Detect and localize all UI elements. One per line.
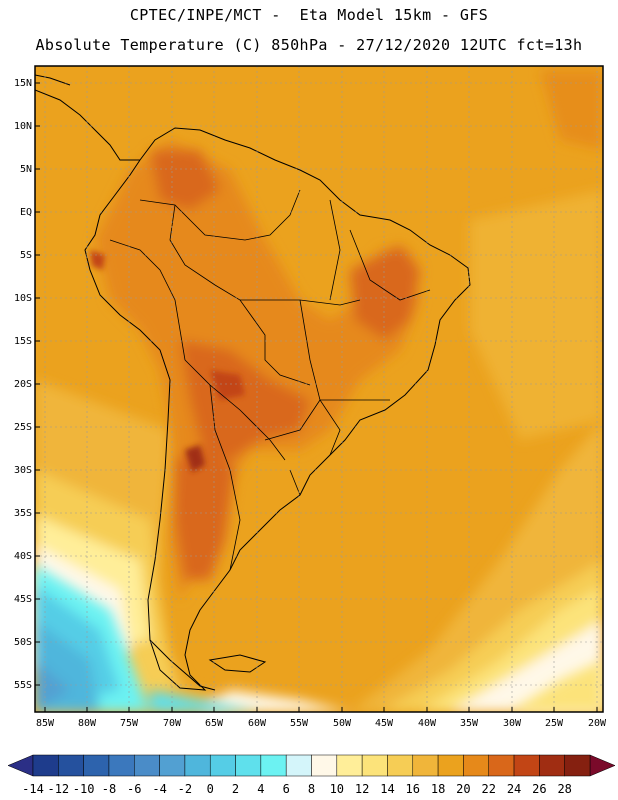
lat-label: 15S <box>14 336 32 347</box>
lat-label: 45S <box>14 594 32 605</box>
colorbar-label: 22 <box>482 782 496 796</box>
colorbar-swatch <box>134 754 160 777</box>
colorbar-swatch <box>564 754 591 777</box>
lon-label: 85W <box>36 718 55 729</box>
lat-label: 5N <box>20 164 32 175</box>
colorbar-label: -12 <box>47 782 69 796</box>
map-title: CPTEC/INPE/MCT - Eta Model 15km - GFS <box>129 6 489 24</box>
map-subtitle: Absolute Temperature (C) 850hPa - 27/12/… <box>35 36 583 54</box>
colorbar-label: 28 <box>557 782 571 796</box>
colorbar-swatch <box>463 754 489 777</box>
lat-label: 30S <box>14 465 32 476</box>
colorbar-label: 12 <box>355 782 369 796</box>
colorbar-label: -10 <box>73 782 95 796</box>
axis-ticks <box>35 82 598 712</box>
colorbar-high-arrow <box>589 754 616 777</box>
coastline <box>35 74 471 691</box>
colorbar-label: 14 <box>380 782 394 796</box>
colorbar-swatch <box>285 754 312 777</box>
colorbar-label: -6 <box>127 782 141 796</box>
lon-label: 75W <box>120 718 139 729</box>
lon-label: 60W <box>248 718 267 729</box>
colorbar-swatch <box>108 754 135 777</box>
colorbar-label: 26 <box>532 782 546 796</box>
colorbar-label: -8 <box>102 782 116 796</box>
colorbar-swatch <box>361 754 388 777</box>
lat-label: 55S <box>14 680 32 691</box>
colorbar-swatch <box>83 754 110 777</box>
colorbar-swatch <box>209 754 236 777</box>
colorbar-swatch <box>488 754 515 777</box>
lat-label: 20S <box>14 379 32 390</box>
colorbar-swatch <box>539 754 565 777</box>
colorbar-low-arrow <box>7 754 34 777</box>
temperature-field <box>35 66 603 712</box>
lon-label: 55W <box>290 718 309 729</box>
colorbar-swatch <box>513 754 540 777</box>
colorbar-label: 10 <box>330 782 344 796</box>
colorbar-swatch <box>311 754 338 777</box>
colorbar-swatch <box>412 754 439 777</box>
colorbar-swatch <box>159 754 186 777</box>
colorbar-swatch <box>387 754 414 777</box>
lon-label: 35W <box>460 718 479 729</box>
colorbar-label: 16 <box>406 782 420 796</box>
colorbar-swatch <box>58 754 84 777</box>
colorbar-label: 0 <box>207 782 214 796</box>
lon-label: 20W <box>588 718 607 729</box>
colorbar-label: 20 <box>456 782 470 796</box>
lon-label: 30W <box>503 718 522 729</box>
lat-label: 10S <box>14 293 32 304</box>
lon-label: 65W <box>205 718 224 729</box>
lat-label: 40S <box>14 551 32 562</box>
lat-label: EQ <box>20 207 32 218</box>
lat-label: 50S <box>14 637 32 648</box>
colorbar-label: 18 <box>431 782 445 796</box>
lon-label: 25W <box>545 718 564 729</box>
colorbar-label: 2 <box>232 782 239 796</box>
lon-label: 70W <box>163 718 182 729</box>
country-borders <box>109 189 431 571</box>
lon-label: 50W <box>333 718 352 729</box>
lat-label: 10N <box>14 121 32 132</box>
colorbar-swatch <box>336 754 363 777</box>
lon-label: 45W <box>375 718 394 729</box>
lon-label: 80W <box>78 718 97 729</box>
colorbar-swatch <box>184 754 211 777</box>
colorbar-label: 6 <box>283 782 290 796</box>
colorbar-swatch <box>235 754 262 777</box>
colorbar-label: -4 <box>152 782 166 796</box>
colorbar: -14 -12 -10 -8 -6 -4 -2 0 2 4 6 8 10 12 14 16 18 20 22 24 26… <box>7 754 616 796</box>
lat-label: 5S <box>20 250 32 261</box>
colorbar-swatch <box>260 754 287 777</box>
colorbar-label: 24 <box>507 782 521 796</box>
colorbar-swatch <box>32 754 59 777</box>
lat-label: 25S <box>14 422 32 433</box>
lon-label: 40W <box>418 718 437 729</box>
lat-label: 15N <box>14 78 32 89</box>
colorbar-label: 8 <box>308 782 315 796</box>
colorbar-label: -2 <box>178 782 192 796</box>
map-frame <box>34 65 604 713</box>
longitude-labels: 85W 80W 75W 70W 65W 60W 55W 50W 45W 40W … <box>36 718 607 729</box>
latitude-labels: 15N 10N 5N EQ 5S 10S 15S 20S 25S 30S 35S… <box>14 78 32 691</box>
colorbar-label: -14 <box>22 782 44 796</box>
colorbar-label: 4 <box>257 782 264 796</box>
lat-label: 35S <box>14 508 32 519</box>
colorbar-swatch <box>437 754 464 777</box>
